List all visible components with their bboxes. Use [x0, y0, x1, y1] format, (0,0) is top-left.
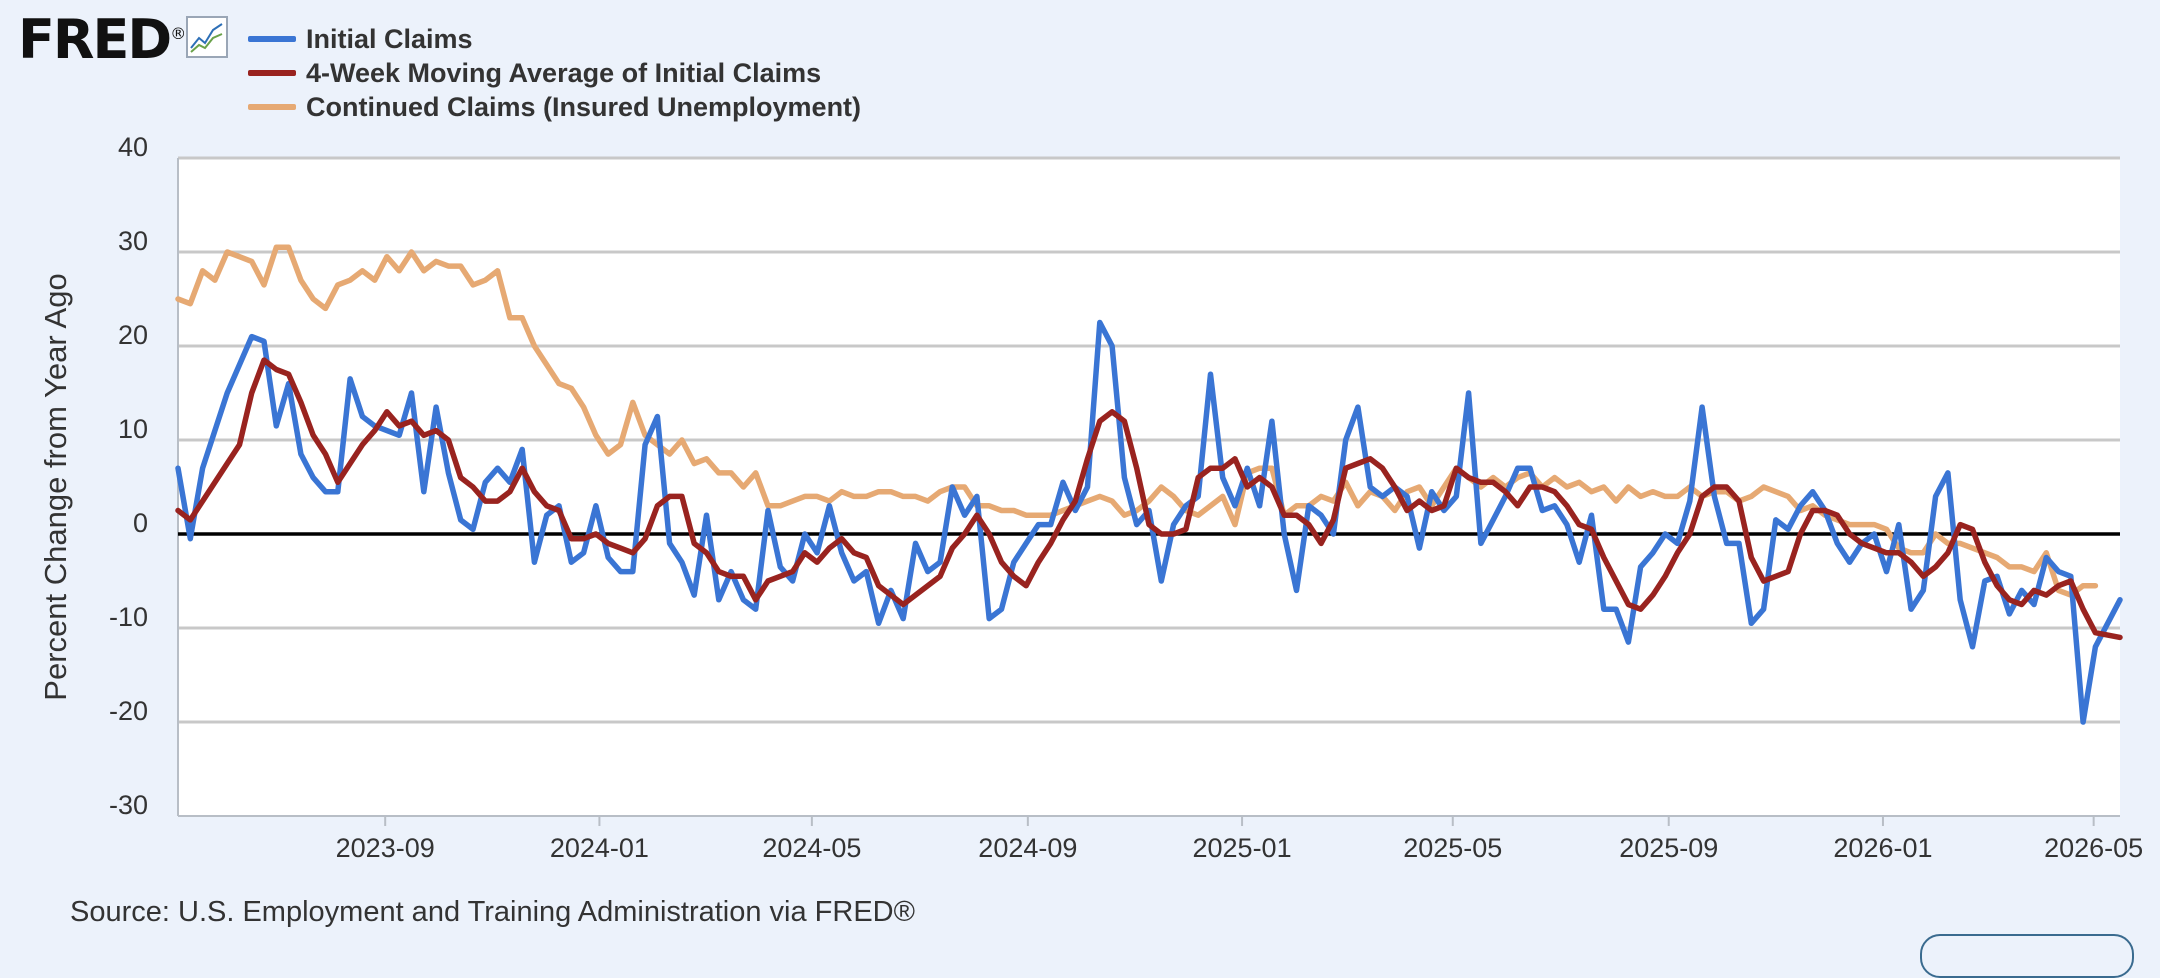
legend-label: 4-Week Moving Average of Initial Claims [306, 57, 822, 88]
x-tick-label: 2026-01 [1833, 833, 1932, 863]
series-line-1[interactable] [175, 357, 2123, 641]
legend-item[interactable]: Initial Claims [248, 22, 861, 56]
y-tick-label: 30 [118, 226, 148, 256]
y-tick-label: 40 [118, 132, 148, 162]
x-tick-labels: 2023-09 2024-01 2024-05 2024-09 2025-01 2025-… [336, 833, 2144, 863]
y-tick-label: 10 [118, 414, 148, 444]
series-line-0[interactable] [175, 319, 2123, 725]
legend-swatch [248, 36, 296, 42]
logo-text: FRED [18, 8, 172, 71]
x-tick-label: 2024-09 [978, 833, 1077, 863]
x-tick-label: 2024-05 [762, 833, 861, 863]
chart-header: FRED® Initial Claims 4-Week Moving Averag… [0, 0, 2160, 140]
y-tick-label: -30 [109, 790, 148, 820]
x-tick-label: 2023-09 [336, 833, 435, 863]
line-chart-icon-graphic [190, 23, 223, 53]
chart-legend: Initial Claims 4-Week Moving Average of I… [248, 22, 861, 124]
y-tick-label: 20 [118, 320, 148, 350]
legend-label: Continued Claims (Insured Unemployment) [306, 91, 862, 122]
x-gridlines [384, 816, 2095, 826]
logo-registered-mark: ® [170, 24, 187, 43]
x-tick-label: 2025-05 [1403, 833, 1502, 863]
legend-swatch [248, 70, 296, 76]
plot-background [178, 158, 2120, 816]
y-axis-title: Percent Change from Year Ago [38, 273, 73, 700]
fred-logo[interactable]: FRED® [18, 8, 186, 71]
y-tick-label: -10 [109, 602, 148, 632]
series-lines [175, 244, 2123, 725]
x-tick-label: 2025-09 [1619, 833, 1718, 863]
source-note: Source: U.S. Employment and Training Adm… [70, 896, 915, 928]
legend-item[interactable]: 4-Week Moving Average of Initial Claims [248, 56, 861, 90]
line-chart: 40 30 20 10 0 -10 -20 -30 2023-09 2024-01 2024-05… [38, 132, 2144, 863]
edit-graph-button[interactable] [1920, 934, 2134, 978]
legend-item[interactable]: Continued Claims (Insured Unemployment) [248, 90, 861, 124]
y-tick-label: -20 [109, 696, 148, 726]
y-tick-label: 0 [133, 508, 148, 538]
series-line-2[interactable] [175, 244, 2099, 598]
x-tick-label: 2024-01 [550, 833, 649, 863]
legend-swatch [248, 104, 296, 110]
x-tick-label: 2026-05 [2044, 833, 2143, 863]
y-tick-labels: 40 30 20 10 0 -10 -20 -30 [109, 132, 148, 820]
x-tick-label: 2025-01 [1193, 833, 1292, 863]
legend-label: Initial Claims [306, 23, 473, 54]
line-chart-icon[interactable] [186, 16, 228, 58]
